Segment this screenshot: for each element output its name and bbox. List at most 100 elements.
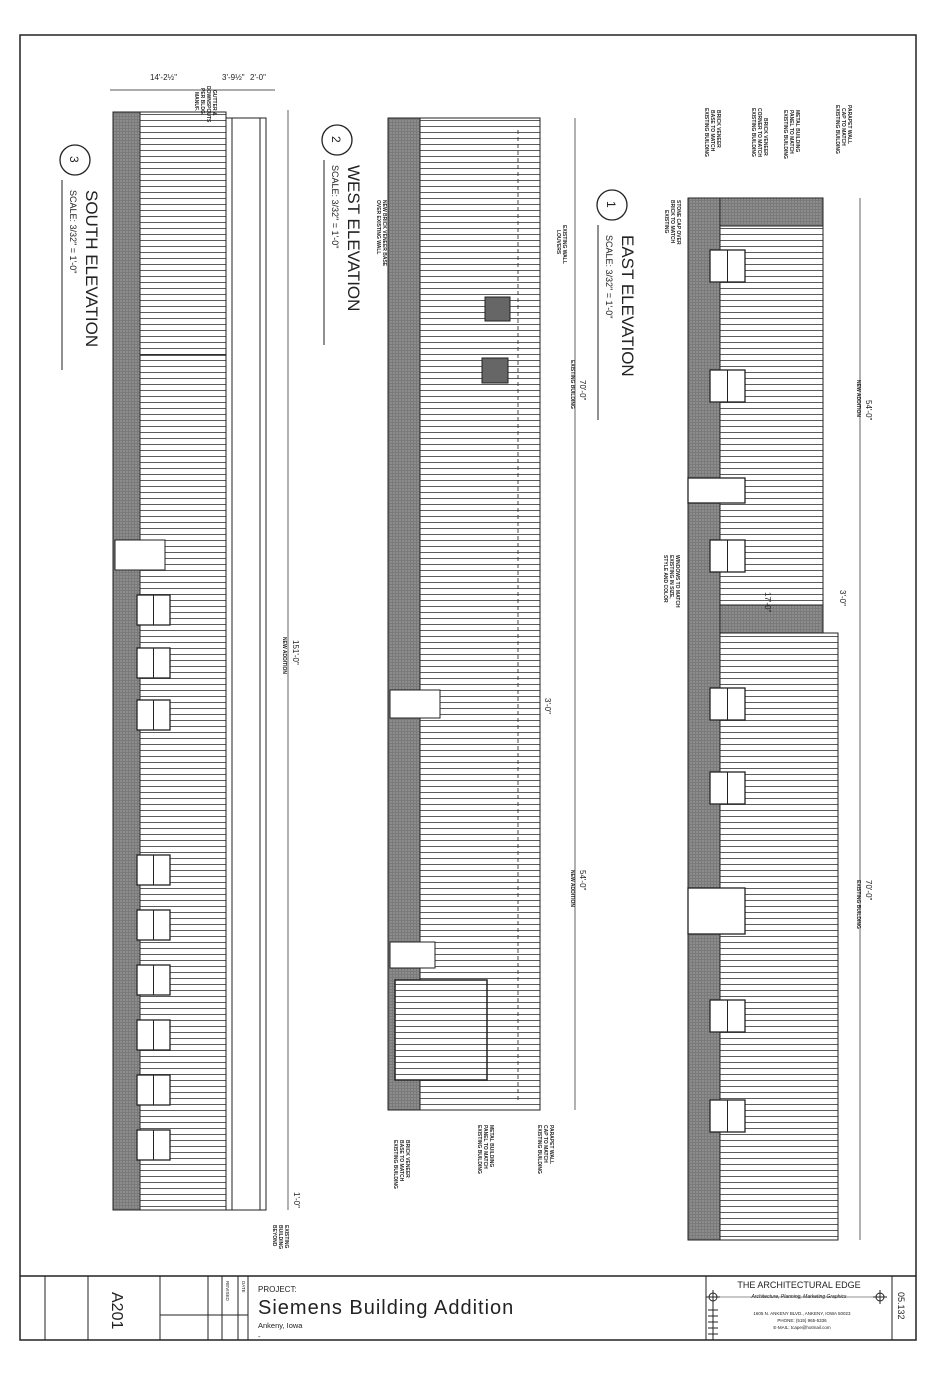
project-name: Siemens Building Addition	[258, 1297, 514, 1319]
east-metal-existing	[719, 632, 839, 1241]
east-dim-new: 54'-0"	[864, 400, 873, 421]
east-dim-new-label: NEW ADDITION	[855, 380, 861, 417]
svg-text:STYLE AND COLOR: STYLE AND COLOR	[662, 555, 668, 603]
east-title: EAST ELEVATION	[618, 235, 637, 377]
west-overhead-door	[394, 979, 488, 1081]
job-number: 05.132	[896, 1292, 906, 1320]
west-metal-panels	[419, 117, 541, 1111]
west-door-2	[389, 941, 436, 969]
west-note-metal: METAL BUILDING PANEL TO MATCH EXISTING B…	[476, 1125, 494, 1174]
project-label: PROJECT:	[258, 1285, 297, 1294]
south-number-bubble	[59, 144, 91, 176]
date-label: DATE	[241, 1281, 246, 1293]
east-dim-existing-label: EXISTING BUILDING	[855, 880, 861, 929]
south-dim-1: 1'-0"	[292, 1192, 301, 1208]
east-door-2	[687, 887, 746, 935]
svg-text:PARAPET WALL: PARAPET WALL	[846, 105, 852, 144]
south-elevation: 14'-2½" 3'-9½" 2'-0" 151'-0" NEW ADDITIO…	[59, 73, 301, 1249]
west-note-base: BRICK VENEER BASE TO MATCH EXISTING BUIL…	[392, 1140, 410, 1189]
east-note-stone: STONE CAP OVER BRICK TO MATCH EXISTING	[663, 200, 681, 245]
south-dim-total-label: NEW ADDITION	[281, 637, 287, 674]
west-louver-2	[481, 357, 509, 384]
svg-text:BASE TO MATCH: BASE TO MATCH	[709, 110, 715, 152]
east-corner-mid	[719, 604, 824, 634]
svg-text:BRICK VENEER: BRICK VENEER	[715, 110, 721, 148]
svg-text:EXISTING BUILDING: EXISTING BUILDING	[703, 108, 709, 157]
west-elevation: 70'-0" EXISTING BUILDING 54'-0" NEW ADDI…	[321, 117, 587, 1189]
svg-text:LOUVERS: LOUVERS	[555, 230, 561, 255]
svg-text:BRICK VENEER: BRICK VENEER	[404, 1140, 410, 1178]
south-brick-base	[112, 111, 141, 1211]
south-note-gutter: GUTTER & DOWNSPOUTS PER BLDG. MANUF.	[193, 86, 217, 123]
firm-logo-icon	[706, 1290, 887, 1340]
east-dim-existing: 70'-0"	[864, 880, 873, 901]
east-note-base: BRICK VENEER BASE TO MATCH EXISTING BUIL…	[703, 108, 721, 157]
west-scale: SCALE: 3/32" = 1'-0"	[330, 165, 340, 248]
east-scale: SCALE: 3/32" = 1'-0"	[604, 235, 614, 318]
west-louver-1	[484, 296, 511, 322]
west-dim-3: 3'-0"	[543, 698, 552, 714]
svg-text:GUTTER &: GUTTER &	[211, 90, 217, 116]
svg-text:EXISTING BUILDING: EXISTING BUILDING	[476, 1125, 482, 1174]
east-corner-top	[719, 197, 824, 227]
project-location-line2: -	[258, 1332, 261, 1341]
svg-text:EXISTING WALL: EXISTING WALL	[561, 225, 567, 264]
south-door	[114, 539, 166, 571]
svg-text:EXISTING BUILDING: EXISTING BUILDING	[750, 108, 756, 157]
svg-text:CAP TO MATCH: CAP TO MATCH	[542, 1125, 548, 1163]
title-block: A201 REVISED DATE PROJECT: Siemens Build…	[44, 1276, 906, 1341]
east-dim-3: 3'-0"	[838, 590, 847, 606]
svg-text:EXISTING BUILDING: EXISTING BUILDING	[782, 110, 788, 159]
svg-text:EXISTING BUILDING: EXISTING BUILDING	[834, 105, 840, 154]
svg-text:PER BLDG.: PER BLDG.	[199, 88, 205, 116]
west-note-parapet: PARAPET WALL CAP TO MATCH EXISTING BUILD…	[536, 1125, 554, 1174]
east-elevation: 54'-0" NEW ADDITION 70'-0" EXISTING BUIL…	[596, 105, 873, 1241]
svg-text:PANEL TO MATCH: PANEL TO MATCH	[788, 110, 794, 154]
west-number-bubble	[321, 124, 353, 156]
svg-text:EXISTING BUILDING: EXISTING BUILDING	[392, 1140, 398, 1189]
west-door-1	[389, 689, 441, 719]
svg-text:PARAPET WALL: PARAPET WALL	[548, 1125, 554, 1164]
east-note-corner: BRICK VENEER CORNER TO MATCH EXISTING BU…	[750, 108, 768, 157]
svg-text:EXISTING IN SIZE,: EXISTING IN SIZE,	[668, 555, 674, 599]
svg-text:BEYOND: BEYOND	[271, 1225, 277, 1247]
west-dim-existing-label: EXISTING BUILDING	[569, 360, 575, 409]
south-gutter	[225, 117, 267, 1211]
firm-email: E-MAIL: tcape@hotmail.com	[773, 1325, 831, 1330]
firm-phone: PHONE: (515) 965-5336	[777, 1318, 827, 1323]
west-note-new-brick: NEW BRICK VENEER BASE OVER EXISTING WALL	[375, 200, 387, 267]
sheet-number: A201	[108, 1292, 125, 1329]
firm-name: THE ARCHITECTURAL EDGE	[737, 1280, 860, 1290]
south-dim-a: 14'-2½"	[150, 73, 177, 82]
svg-text:MANUF.: MANUF.	[193, 92, 199, 111]
east-note-parapet: PARAPET WALL CAP TO MATCH EXISTING BUILD…	[834, 105, 852, 154]
revised-label: REVISED	[225, 1281, 230, 1302]
svg-text:BUILDING: BUILDING	[277, 1225, 283, 1249]
project-location: Ankeny, Iowa	[258, 1321, 303, 1330]
east-note-metal: METAL BUILDING PANEL TO MATCH EXISTING B…	[782, 110, 800, 159]
svg-text:BRICK TO MATCH: BRICK TO MATCH	[669, 200, 675, 244]
svg-text:METAL BUILDING: METAL BUILDING	[488, 1125, 494, 1167]
south-scale: SCALE: 3/32" = 1'-0"	[68, 190, 78, 273]
svg-text:PANEL TO MATCH: PANEL TO MATCH	[482, 1125, 488, 1169]
west-note-louvers: EXISTING WALL LOUVERS	[555, 225, 567, 264]
south-note-existing: EXISTING BUILDING BEYOND	[271, 1225, 289, 1249]
south-dim-c: 2'-0"	[250, 73, 266, 82]
east-note-windows: WINDOWS TO MATCH EXISTING IN SIZE, STYLE…	[662, 555, 680, 608]
svg-text:EXISTING: EXISTING	[663, 210, 669, 233]
svg-text:OVER EXISTING WALL: OVER EXISTING WALL	[375, 200, 381, 254]
south-dim-total: 151'-0"	[291, 640, 300, 665]
east-metal-new	[719, 225, 824, 606]
south-dim-b: 3'-9½"	[222, 73, 245, 82]
svg-text:STONE CAP OVER: STONE CAP OVER	[675, 200, 681, 245]
east-number: 1	[604, 201, 618, 208]
west-dim-existing: 70'-0"	[578, 380, 587, 401]
south-title: SOUTH ELEVATION	[82, 190, 101, 347]
svg-text:DOWNSPOUTS: DOWNSPOUTS	[205, 86, 211, 123]
svg-text:EXISTING: EXISTING	[283, 1225, 289, 1248]
west-dim-new: 54'-0"	[578, 870, 587, 891]
west-dim-new-label: NEW ADDITION	[569, 870, 575, 907]
sheet-border	[19, 34, 917, 1341]
svg-text:BRICK VENEER: BRICK VENEER	[762, 118, 768, 156]
